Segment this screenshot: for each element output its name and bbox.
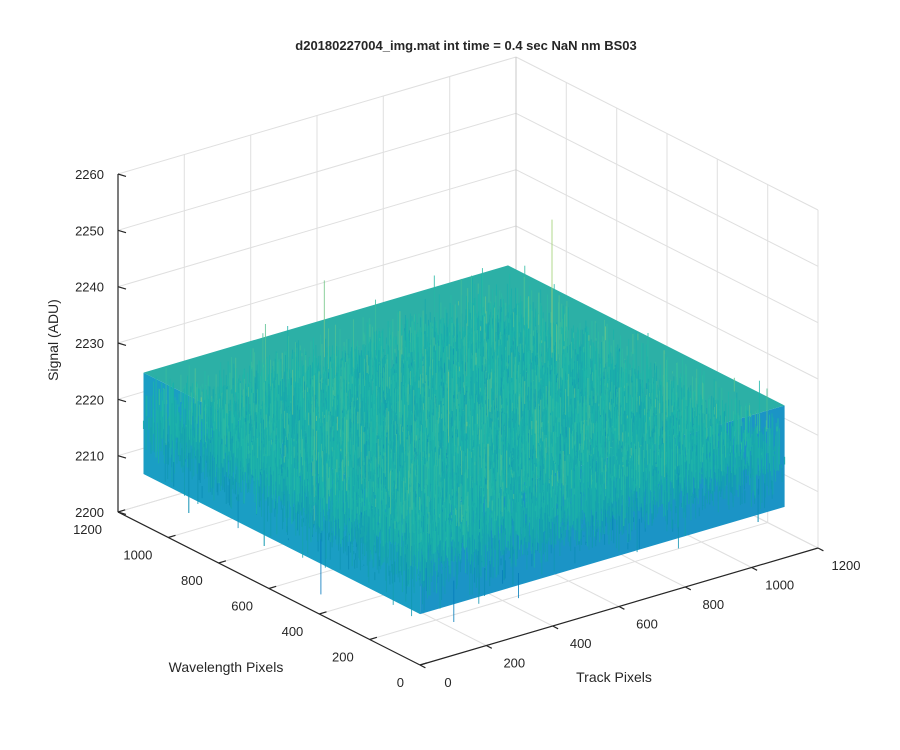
back-wall-grid-z	[117, 169, 517, 288]
back-wall-grid-z	[117, 225, 517, 344]
side-wall-grid-z	[515, 56, 819, 211]
side-wall-grid-z	[515, 112, 819, 267]
side-wall-grid-z	[515, 169, 819, 324]
surface-mesh	[142, 219, 786, 622]
back-wall-grid-z	[117, 112, 517, 231]
side-wall-grid-z	[515, 225, 819, 380]
back-wall-grid-z	[117, 56, 517, 175]
floor-grid-y	[369, 522, 768, 640]
